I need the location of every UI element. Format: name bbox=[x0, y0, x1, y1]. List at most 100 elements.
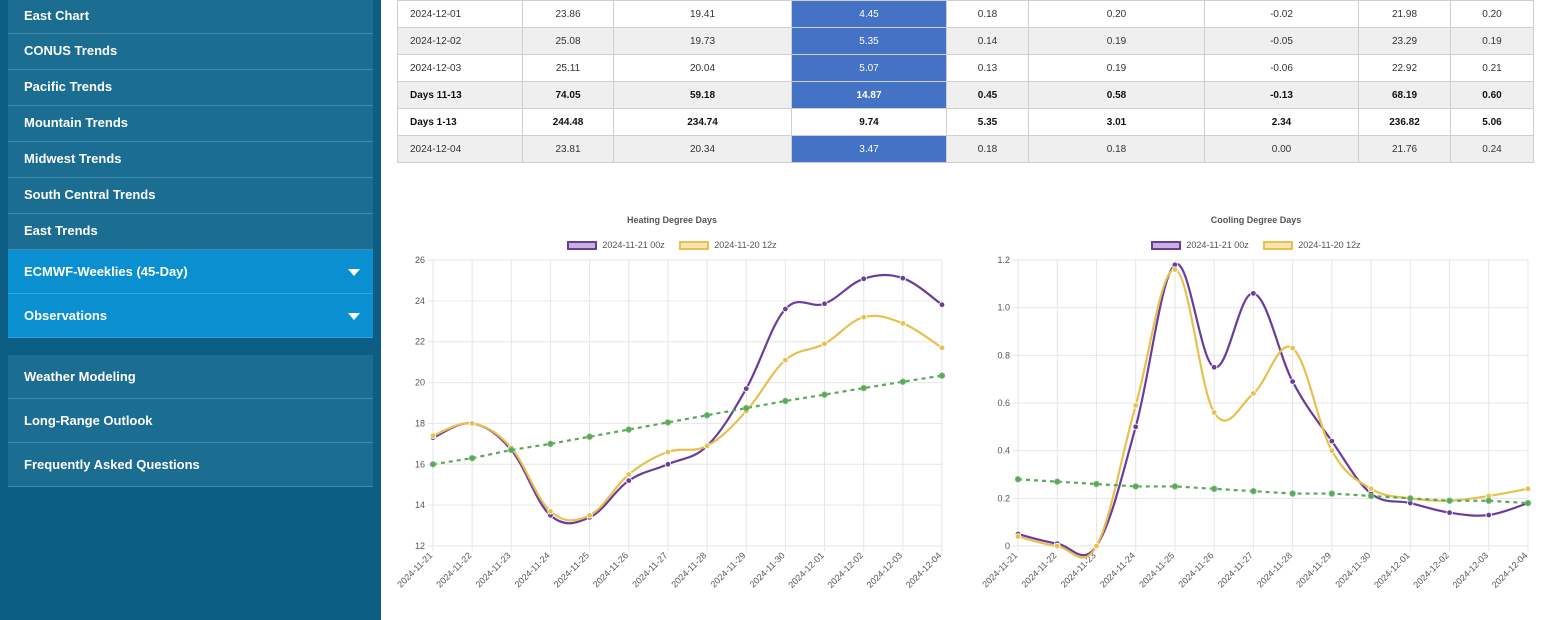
data-point bbox=[586, 512, 593, 519]
data-point bbox=[821, 300, 828, 307]
sidebar-item-mountain-trends[interactable]: Mountain Trends bbox=[8, 106, 373, 142]
chart-legend: 2024-11-21 00z 2024-11-20 12z bbox=[976, 240, 1536, 252]
data-point bbox=[1250, 290, 1257, 297]
table-cell: 19.41 bbox=[613, 0, 792, 28]
data-point bbox=[1289, 490, 1296, 497]
table-cell: 0.19 bbox=[1028, 54, 1205, 82]
table-cell: 0.18 bbox=[946, 0, 1029, 28]
sidebar-item-faq[interactable]: Frequently Asked Questions bbox=[8, 443, 373, 487]
table-cell: 25.11 bbox=[522, 54, 614, 82]
x-tick-label: 2024-11-21 bbox=[395, 550, 434, 589]
data-point bbox=[1210, 364, 1218, 371]
data-point bbox=[743, 385, 750, 392]
legend-label: 2024-11-20 12z bbox=[1298, 240, 1361, 250]
x-tick-label: 2024-11-26 bbox=[1176, 550, 1215, 589]
table-cell: 0.21 bbox=[1450, 54, 1534, 82]
data-point bbox=[821, 391, 828, 398]
series-line bbox=[432, 273, 943, 525]
y-tick-label: 20 bbox=[415, 378, 425, 388]
legend-label: 2024-11-20 12z bbox=[714, 240, 777, 250]
legend-label: 2024-11-21 00z bbox=[1186, 240, 1249, 250]
data-point bbox=[1014, 476, 1022, 483]
table-cell: 23.81 bbox=[522, 135, 614, 163]
table-cell: 21.76 bbox=[1358, 135, 1451, 163]
data-point bbox=[860, 384, 867, 392]
y-tick-label: 12 bbox=[415, 541, 425, 551]
legend-item[interactable]: 2024-11-20 12z bbox=[679, 240, 777, 250]
y-tick-label: 0.4 bbox=[997, 446, 1010, 456]
chart-title: Heating Degree Days bbox=[626, 215, 718, 225]
data-point bbox=[1093, 542, 1100, 550]
table-cell: 3.47 bbox=[791, 135, 947, 163]
table-cell: 0.19 bbox=[1450, 27, 1534, 55]
sidebar-item-long-range-outlook[interactable]: Long-Range Outlook bbox=[8, 399, 373, 443]
table-cell: 5.07 bbox=[791, 54, 947, 82]
y-tick-label: 26 bbox=[415, 255, 425, 265]
data-point bbox=[586, 433, 593, 440]
data-point bbox=[743, 404, 750, 412]
sidebar-item-observations[interactable]: Observations bbox=[8, 294, 373, 338]
data-point bbox=[938, 372, 946, 379]
table-cell: 0.18 bbox=[946, 135, 1029, 163]
sidebar-item-weather-modeling[interactable]: Weather Modeling bbox=[8, 355, 373, 399]
sidebar-item-east-trends[interactable]: East Trends bbox=[8, 214, 373, 250]
x-tick-label: 2024-12-02 bbox=[825, 550, 865, 590]
sidebar-item-south-central-trends[interactable]: South Central Trends bbox=[8, 178, 373, 214]
table-row-label: 2024-12-04 bbox=[397, 135, 523, 163]
table-cell: 68.19 bbox=[1358, 81, 1451, 109]
data-point bbox=[1485, 511, 1492, 519]
table-cell: 0.45 bbox=[946, 81, 1029, 109]
x-tick-label: 2024-11-25 bbox=[1137, 550, 1176, 589]
data-point bbox=[1054, 478, 1061, 485]
data-point bbox=[899, 320, 907, 327]
legend-item[interactable]: 2024-11-21 00z bbox=[1151, 240, 1249, 250]
chart-title: Cooling Degree Days bbox=[1210, 215, 1302, 225]
x-tick-label: 2024-11-26 bbox=[591, 550, 630, 589]
y-tick-label: 0 bbox=[1005, 541, 1010, 551]
y-tick-label: 16 bbox=[415, 459, 425, 469]
x-tick-label: 2024-11-30 bbox=[748, 550, 787, 589]
chart-legend: 2024-11-21 00z 2024-11-20 12z bbox=[392, 240, 952, 252]
data-point bbox=[1524, 485, 1532, 492]
data-point bbox=[1093, 480, 1100, 488]
data-point bbox=[468, 420, 476, 427]
legend-item[interactable]: 2024-11-21 00z bbox=[567, 240, 665, 250]
data-point bbox=[429, 432, 437, 439]
y-tick-label: 0.2 bbox=[997, 493, 1010, 503]
table-cell: 5.35 bbox=[791, 27, 947, 55]
sidebar-item-pacific-trends[interactable]: Pacific Trends bbox=[8, 70, 373, 106]
table-cell: 23.29 bbox=[1358, 27, 1451, 55]
table-cell: 244.48 bbox=[522, 108, 614, 136]
series-line bbox=[432, 314, 943, 522]
sidebar-item-conus-trends[interactable]: CONUS Trends bbox=[8, 34, 373, 70]
data-point bbox=[1367, 492, 1375, 500]
x-tick-label: 2024-12-03 bbox=[1451, 550, 1491, 590]
sidebar-item-ecmwf-weeklies[interactable]: ECMWF-Weeklies (45-Day) bbox=[8, 250, 373, 294]
x-tick-label: 2024-11-29 bbox=[708, 550, 747, 589]
table-cell: 23.86 bbox=[522, 0, 614, 28]
legend-item[interactable]: 2024-11-20 12z bbox=[1263, 240, 1361, 250]
table-row-label: 2024-12-02 bbox=[397, 27, 523, 55]
data-point bbox=[1250, 390, 1257, 397]
data-point bbox=[703, 442, 711, 450]
table-cell: 4.45 bbox=[791, 0, 947, 28]
table-cell: 21.98 bbox=[1358, 0, 1451, 28]
hdd-chart: Heating Degree Days 2024-11-21 00z 2024-… bbox=[392, 205, 952, 615]
table-cell: 20.04 bbox=[613, 54, 792, 82]
table-row: 2024-12-03 25.11 20.04 5.07 0.13 0.19 -0.06 22.… bbox=[397, 54, 1534, 82]
chevron-down-icon[interactable] bbox=[348, 313, 360, 320]
table-cell: 2.34 bbox=[1204, 108, 1359, 136]
series-line bbox=[432, 374, 943, 466]
sidebar-item-label: Observations bbox=[24, 308, 108, 323]
cdd-chart: Cooling Degree Days 2024-11-21 00z 2024-… bbox=[976, 205, 1536, 615]
sidebar-item-midwest-trends[interactable]: Midwest Trends bbox=[8, 142, 373, 178]
table-cell: 5.06 bbox=[1450, 108, 1534, 136]
table-row-label: Days 11-13 bbox=[397, 81, 523, 109]
data-point bbox=[938, 344, 946, 352]
chevron-down-icon[interactable] bbox=[348, 269, 360, 276]
data-point bbox=[1132, 402, 1139, 409]
sidebar-item-east-chart[interactable]: East Chart bbox=[8, 0, 373, 34]
data-point bbox=[1407, 495, 1414, 502]
data-point bbox=[664, 448, 672, 456]
